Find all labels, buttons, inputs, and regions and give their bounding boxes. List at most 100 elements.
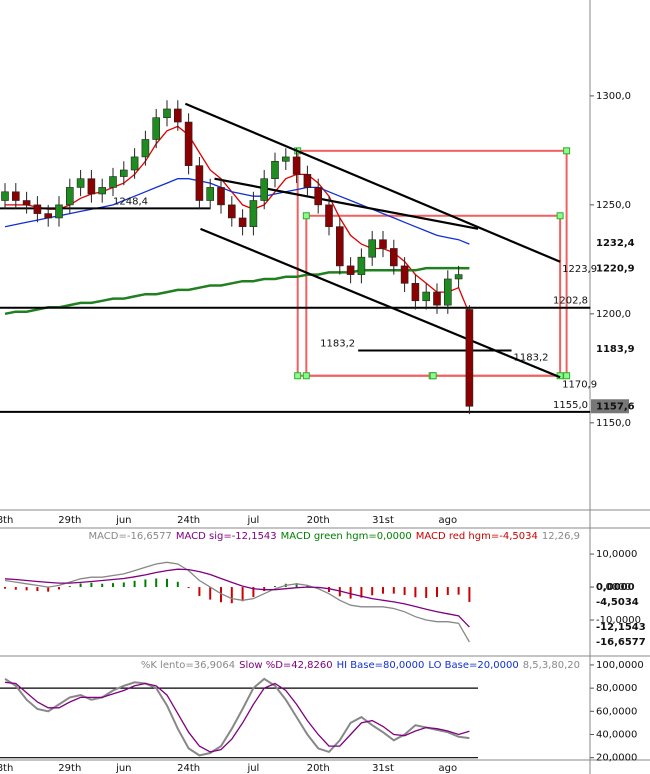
candle-body bbox=[292, 156, 301, 175]
x-tick-label: 8th bbox=[0, 763, 13, 774]
candle-body bbox=[141, 139, 150, 158]
candle-body bbox=[22, 200, 31, 206]
legend-entry: %K lento=36,9064 bbox=[141, 660, 235, 671]
price-tag: 1220,9 bbox=[596, 263, 635, 274]
candle-body bbox=[400, 265, 409, 284]
candle-body bbox=[130, 156, 139, 171]
y-tick-label: 1200,0 bbox=[596, 309, 631, 320]
candle-body bbox=[195, 165, 204, 201]
x-tick-label: ago bbox=[439, 515, 458, 526]
trend-label: 1170,9 bbox=[562, 379, 597, 390]
trend-line bbox=[184, 102, 561, 263]
legend-entry: Slow %D=42,8260 bbox=[239, 660, 333, 671]
y-tick-label: 10,0000 bbox=[596, 549, 637, 560]
y-tick-label: 1150,0 bbox=[596, 418, 631, 429]
level-label: 1202,8 bbox=[553, 296, 588, 307]
candle-body bbox=[271, 160, 279, 180]
candle-body bbox=[357, 256, 366, 275]
price-tag: -16,6577 bbox=[596, 637, 646, 648]
x-tick-label: 31st bbox=[372, 515, 394, 526]
box-handle bbox=[302, 372, 310, 380]
candle-body bbox=[281, 156, 290, 162]
level-label: 1248,4 bbox=[113, 196, 148, 207]
candle-body bbox=[260, 178, 269, 201]
y-tick-label: 80,0000 bbox=[596, 683, 637, 694]
candle-body bbox=[44, 213, 53, 219]
candle-body bbox=[109, 176, 117, 188]
y-tick-label: 40,0000 bbox=[596, 730, 637, 741]
x-tick-label: 20th bbox=[307, 763, 330, 774]
candle-body bbox=[346, 265, 355, 275]
legend-entry: 12,26,9 bbox=[542, 531, 580, 542]
x-tick-label: jul bbox=[246, 515, 259, 526]
box-handle bbox=[563, 372, 571, 380]
candle-body bbox=[303, 174, 312, 188]
candle-body bbox=[422, 291, 431, 302]
x-tick-label: 20th bbox=[307, 515, 330, 526]
legend-entry: 8,5,3,80,20 bbox=[523, 660, 580, 671]
trend-line bbox=[214, 177, 479, 230]
legend-entry: HI Base=80,0000 bbox=[337, 660, 425, 671]
legend-entry: MACD sig=-12,1543 bbox=[176, 531, 277, 542]
legend-entry: MACD=-16,6577 bbox=[89, 531, 172, 542]
legend-entry: LO Base=20,0000 bbox=[428, 660, 518, 671]
candle-body bbox=[163, 108, 171, 118]
legend-entry: MACD red hgm=-4,5034 bbox=[416, 531, 538, 542]
candle-body bbox=[120, 169, 128, 177]
y-tick-label: 1300,0 bbox=[596, 91, 631, 102]
candle-body bbox=[12, 191, 20, 201]
x-tick-label: 8th bbox=[0, 515, 13, 526]
y-tick-label: 60,0000 bbox=[596, 706, 637, 717]
y-tick-label: -10,0000 bbox=[596, 615, 641, 626]
candle-body bbox=[379, 239, 387, 249]
indicator-line bbox=[4, 568, 470, 628]
indicator-line bbox=[4, 178, 470, 245]
candle-body bbox=[174, 108, 182, 123]
price-tag: 1232,4 bbox=[596, 238, 635, 249]
indicator-line bbox=[4, 677, 470, 757]
level-label: 1183,2 bbox=[514, 352, 549, 363]
box-handle bbox=[294, 372, 302, 380]
candle-body bbox=[249, 200, 258, 227]
box-handle bbox=[556, 212, 564, 220]
candle-body bbox=[98, 187, 106, 195]
candle-body bbox=[87, 178, 96, 195]
price-tag-box bbox=[591, 399, 629, 414]
y-tick-label: 20,0000 bbox=[596, 753, 637, 764]
box-handle bbox=[429, 372, 437, 380]
x-tick-label: 24th bbox=[177, 763, 200, 774]
candle-body bbox=[325, 204, 333, 227]
x-tick-label: 29th bbox=[58, 763, 81, 774]
x-tick-label: ago bbox=[439, 763, 458, 774]
candle-body bbox=[433, 291, 441, 306]
candle-body bbox=[454, 274, 463, 280]
y-tick-label: 0,0000 bbox=[596, 582, 631, 593]
panel-legend: %K lento=36,9064 Slow %D=42,8260 HI Base=8… bbox=[141, 660, 580, 671]
candle-body bbox=[443, 278, 452, 306]
price-tag: -12,1543 bbox=[596, 622, 646, 633]
y-tick-label: 100,0000 bbox=[596, 660, 644, 671]
candle-body bbox=[335, 226, 344, 267]
x-tick-label: jun bbox=[115, 763, 131, 774]
indicator-line bbox=[4, 266, 470, 316]
trend-line bbox=[200, 227, 561, 379]
level-label: 1183,2 bbox=[320, 338, 355, 349]
x-tick-label: 29th bbox=[58, 515, 81, 526]
candle-body bbox=[411, 283, 420, 302]
candle-body bbox=[206, 187, 214, 201]
candle-body bbox=[184, 121, 193, 166]
box-handle bbox=[563, 147, 571, 155]
x-tick-label: 31st bbox=[372, 763, 394, 774]
indicator-line bbox=[4, 681, 470, 753]
candle-body bbox=[238, 217, 247, 227]
candle-body bbox=[66, 187, 74, 206]
panel-legend: MACD=-16,6577 MACD sig=-12,1543 MACD green… bbox=[89, 531, 581, 542]
y-tick-label: 1250,0 bbox=[596, 200, 631, 211]
candle-body bbox=[76, 178, 85, 188]
candle-body bbox=[152, 117, 160, 140]
x-tick-label: jun bbox=[115, 515, 131, 526]
indicator-line bbox=[4, 561, 470, 643]
price-tag: -4,5034 bbox=[596, 597, 639, 608]
box-handle bbox=[302, 212, 310, 220]
